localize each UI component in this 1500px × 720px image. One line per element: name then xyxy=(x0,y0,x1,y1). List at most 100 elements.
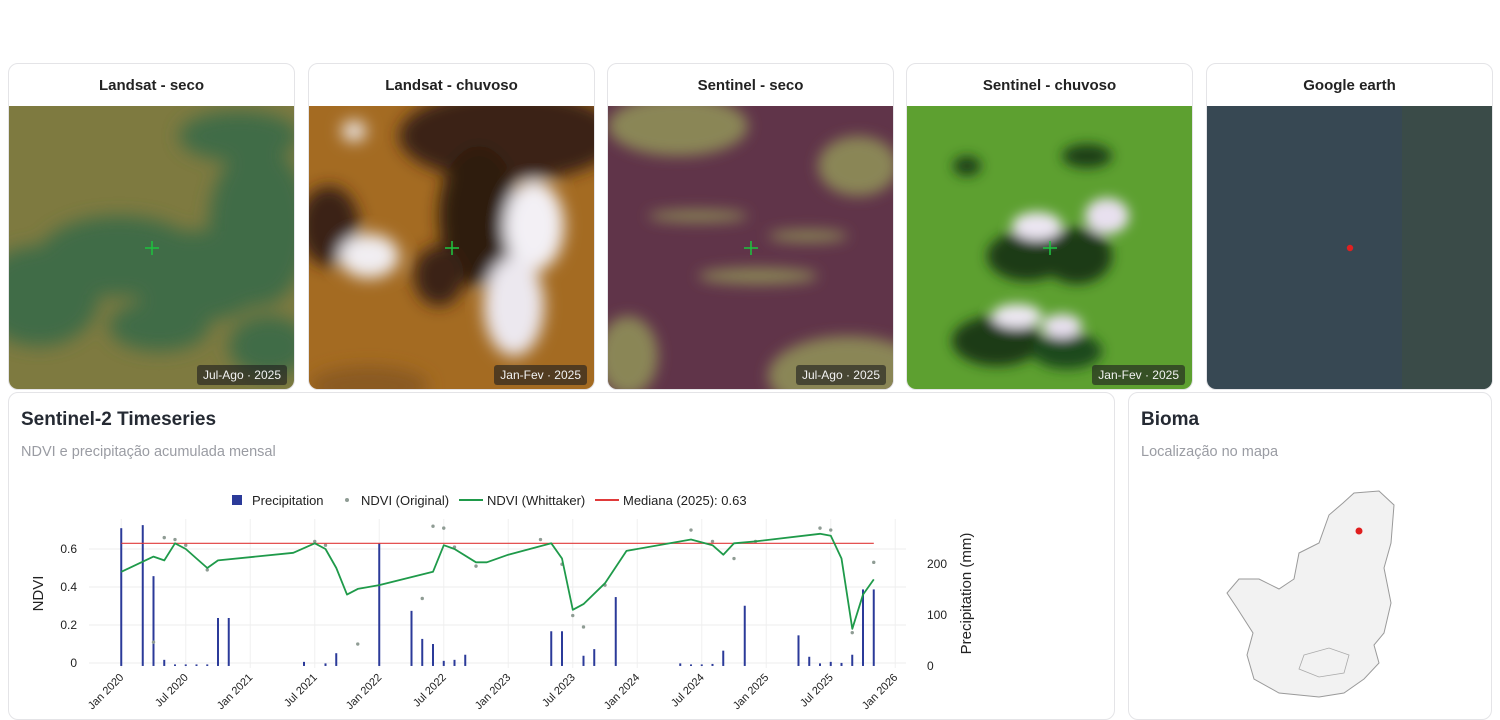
y2-tick-label: 200 xyxy=(927,557,947,571)
ndvi-point xyxy=(872,560,876,565)
series-line xyxy=(120,532,875,630)
ndvi-point xyxy=(829,528,833,532)
ndvi-point xyxy=(151,640,156,644)
ndvi-point xyxy=(431,524,435,528)
legend-label: NDVI (Whittaker) xyxy=(487,493,585,508)
bar xyxy=(184,664,187,666)
ndvi-point xyxy=(581,625,586,629)
x-tick-label: Jul 2020 xyxy=(153,672,191,710)
ndvi-point xyxy=(818,526,822,530)
image-card: Sentinel - chuvoso Jan-Fev · 2025 xyxy=(906,63,1193,390)
y-tick-label: 0.6 xyxy=(60,542,77,556)
ndvi-point xyxy=(173,537,177,542)
legend-swatch xyxy=(232,495,242,505)
x-tick-label: Jan 2025 xyxy=(731,672,771,712)
bar xyxy=(872,589,875,666)
card-title: Sentinel - seco xyxy=(697,76,804,94)
panel-subtitle: Localização no mapa xyxy=(1141,444,1279,460)
bar xyxy=(722,650,725,666)
timeseries-card: Sentinel-2 Timeseries NDVI e precipitaçã… xyxy=(8,392,1115,720)
card-title: Sentinel - chuvoso xyxy=(982,76,1117,94)
bar xyxy=(421,638,424,666)
ndvi-point xyxy=(323,543,328,547)
legend-label: NDVI (Original) xyxy=(361,493,449,508)
ndvi-point xyxy=(732,556,736,561)
x-tick-label: Jan 2024 xyxy=(602,672,642,712)
y2-axis-label: Precipitation (mm) xyxy=(958,533,975,655)
bar xyxy=(593,649,596,666)
bar xyxy=(120,528,123,666)
bar xyxy=(335,653,338,666)
biome-map xyxy=(1226,490,1395,698)
panel-title: Bioma xyxy=(1141,409,1200,430)
image-card: Landsat - chuvoso Jan-Fev · 2025 xyxy=(308,63,595,390)
ndvi-point xyxy=(162,535,166,540)
ndvi-point xyxy=(538,537,543,542)
satellite-image xyxy=(1207,106,1492,389)
bar xyxy=(582,655,585,666)
bar xyxy=(378,543,381,666)
satellite-image: Jul-Ago · 2025 xyxy=(608,106,893,389)
ndvi-point xyxy=(205,568,209,572)
x-tick-label: Jul 2023 xyxy=(540,672,578,710)
bar xyxy=(808,656,811,666)
image-card: Landsat - seco Jul-Ago · 2025 xyxy=(8,63,295,390)
bar xyxy=(819,663,821,666)
x-tick-label: Jan 2026 xyxy=(860,672,900,712)
image-card: Google earth xyxy=(1206,63,1493,390)
bar xyxy=(700,664,703,666)
ndvi-point xyxy=(474,564,478,568)
bar xyxy=(206,664,209,666)
y-tick-label: 0.2 xyxy=(60,618,77,632)
bar xyxy=(862,589,864,666)
x-tick-label: Jul 2025 xyxy=(798,672,836,710)
ndvi-point xyxy=(420,596,424,601)
bar xyxy=(453,659,456,666)
y-axis-label: NDVI xyxy=(30,576,47,612)
satellite-image: Jul-Ago · 2025 xyxy=(9,106,294,389)
image xyxy=(1207,106,1492,389)
card-title: Landsat - chuvoso xyxy=(385,76,518,94)
satellite-image: Jan-Fev · 2025 xyxy=(907,106,1192,389)
ndvi-point xyxy=(313,539,317,544)
bar xyxy=(141,525,144,666)
image-card: Sentinel - seco Jul-Ago · 2025 xyxy=(607,63,894,390)
bar xyxy=(163,659,166,666)
x-tick-label: Jul 2021 xyxy=(282,672,320,710)
ndvi-point xyxy=(850,630,854,635)
bar xyxy=(711,663,714,666)
ndvi-point xyxy=(442,526,446,530)
satellite-image: Jan-Fev · 2025 xyxy=(309,106,594,389)
x-tick-label: Jul 2024 xyxy=(669,672,707,710)
y-tick-label: 0.4 xyxy=(60,580,77,594)
bar xyxy=(432,644,434,666)
bar xyxy=(840,662,843,666)
image xyxy=(608,106,893,389)
bar xyxy=(464,654,467,666)
image xyxy=(9,106,294,389)
legend-label: Mediana (2025): 0.63 xyxy=(623,493,747,508)
y2-tick-label: 100 xyxy=(927,608,947,622)
location-marker xyxy=(1355,527,1363,535)
x-tick-label: Jan 2021 xyxy=(215,672,255,712)
bar xyxy=(174,664,176,666)
date-badge: Jul-Ago · 2025 xyxy=(196,365,287,385)
card-title: Google earth xyxy=(1303,76,1396,94)
bioma-card: Bioma Localização no mapa xyxy=(1128,392,1492,720)
bar xyxy=(410,610,413,666)
ndvi-point xyxy=(710,539,715,544)
x-tick-label: Jul 2022 xyxy=(411,672,449,710)
ndvi-point xyxy=(689,528,693,532)
date-badge: Jan-Fev · 2025 xyxy=(1092,365,1185,385)
date-badge: Jan-Fev · 2025 xyxy=(494,365,587,385)
ndvi-point xyxy=(184,543,188,547)
panel-title: Sentinel-2 Timeseries xyxy=(21,409,217,430)
bar xyxy=(442,660,445,666)
image xyxy=(907,106,1192,389)
bar xyxy=(324,663,327,666)
bar xyxy=(829,661,832,666)
bar xyxy=(690,664,692,666)
y-tick-label: 0 xyxy=(70,656,77,670)
bar xyxy=(614,597,617,666)
x-tick-label: Jan 2023 xyxy=(473,672,513,712)
